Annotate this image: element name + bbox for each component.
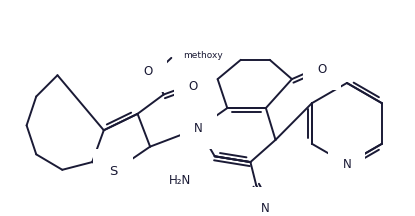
Text: H₂N: H₂N [169, 174, 192, 187]
Text: N: N [342, 157, 351, 170]
Text: methoxy: methoxy [183, 51, 223, 60]
Text: N: N [261, 202, 269, 215]
Text: N: N [194, 122, 203, 135]
Text: O: O [188, 80, 197, 93]
Text: O: O [144, 65, 153, 78]
Text: S: S [109, 165, 117, 178]
Text: O: O [317, 63, 327, 76]
